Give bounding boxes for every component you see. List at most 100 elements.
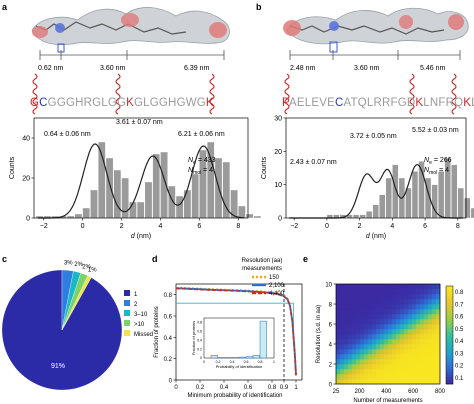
heatmap-cell <box>380 314 385 320</box>
heatmap-cell <box>388 284 393 290</box>
heatmap-cell <box>352 319 357 325</box>
distance-b-1: 2.48 nm <box>290 65 315 72</box>
heatmap-cell <box>344 289 349 295</box>
heatmap-cell <box>384 369 389 375</box>
heatmap-cell <box>392 349 397 355</box>
heatmap-cell <box>432 364 437 370</box>
legend-swatch <box>124 330 130 336</box>
heatmap-cell <box>416 309 421 315</box>
heatmap-cell <box>420 324 425 330</box>
heatmap-cell <box>372 304 377 310</box>
heatmap-cell <box>436 379 441 385</box>
heatmap-cell <box>336 349 341 355</box>
histogram-bar <box>136 201 145 219</box>
heatmap-cell <box>436 309 441 315</box>
heatmap-cell <box>356 339 361 345</box>
heatmap-cell <box>436 364 441 370</box>
plot-frame <box>335 283 441 385</box>
heatmap-cell <box>356 319 361 325</box>
molecule-b-marker <box>329 41 338 53</box>
heatmap-cell <box>344 329 349 335</box>
heatmap-cell <box>432 309 437 315</box>
heatmap-cell <box>356 299 361 305</box>
heatmap-cell <box>364 324 369 330</box>
heatmap-cell <box>356 304 361 310</box>
heatmap-cell <box>412 324 417 330</box>
heatmap-cell <box>380 319 385 325</box>
heatmap-cell <box>428 304 433 310</box>
heatmap-cell <box>376 304 381 310</box>
colorbar-cell <box>446 330 453 333</box>
heatmap-cell <box>376 369 381 375</box>
y-tick-label: 8 <box>329 303 333 309</box>
heatmap-cell <box>404 374 409 380</box>
heatmap-cell <box>428 294 433 300</box>
heatmap-cell <box>352 299 357 305</box>
heatmap-cell <box>356 334 361 340</box>
heatmap-cell <box>396 289 401 295</box>
heatmap-cell <box>424 314 429 320</box>
heatmap-cell <box>388 324 393 330</box>
sequence-segment: GLGGHGWG <box>134 97 206 109</box>
heatmap-cell <box>420 319 425 325</box>
heatmap-cell <box>432 374 437 380</box>
colorbar-cell <box>446 303 453 306</box>
heatmap-cell <box>424 334 429 340</box>
heatmap-cell <box>420 359 425 365</box>
heatmap-cell <box>416 284 421 290</box>
heatmap-cell <box>368 304 373 310</box>
heatmap-cell <box>360 349 365 355</box>
heatmap-cell <box>416 369 421 375</box>
colorbar-cell <box>446 376 453 380</box>
legend-label: Missed <box>134 332 153 338</box>
colorbar-cell <box>446 312 453 316</box>
x-tick-label: 0.6 <box>244 385 253 391</box>
heatmap-cell <box>436 284 441 290</box>
heatmap-cell <box>400 289 405 295</box>
colorbar-cell <box>446 315 453 319</box>
heatmap-cell <box>412 374 417 380</box>
heatmap-cell <box>408 299 413 305</box>
heatmap-cell <box>356 309 361 315</box>
heatmap-cell <box>380 354 385 360</box>
colorbar-cell <box>446 379 453 382</box>
heatmap-cell <box>436 324 441 330</box>
y-tick-label: 0 <box>329 383 333 389</box>
heatmap-cell <box>360 289 365 295</box>
heatmap-cell <box>376 284 381 290</box>
heatmap-cell <box>408 309 413 315</box>
heatmap-cell <box>436 369 441 375</box>
colorbar-cell <box>446 290 453 294</box>
heatmap-cell <box>356 374 361 380</box>
heatmap-cell <box>384 334 389 340</box>
inset-y-tick-label: 0.4 <box>197 338 202 342</box>
heatmap-cell <box>336 344 341 350</box>
heatmap-cell <box>336 289 341 295</box>
heatmap-cell <box>344 319 349 325</box>
heatmap-cell <box>360 304 365 310</box>
heatmap-cell <box>400 319 405 325</box>
heatmap-cell <box>376 289 381 295</box>
heatmap-cell <box>392 294 397 300</box>
heatmap-cell <box>368 369 373 375</box>
heatmap-cell <box>360 379 365 385</box>
heatmap-cell <box>400 359 405 365</box>
colorbar-cell <box>446 327 453 331</box>
heatmap-cell <box>416 299 421 305</box>
x-tick-label: 6 <box>423 223 427 230</box>
histogram-bar <box>206 141 215 219</box>
heatmap-cell <box>364 374 369 380</box>
heatmap-cell <box>368 299 373 305</box>
inset-bar <box>245 356 253 359</box>
heatmap-cell <box>372 294 377 300</box>
x-tick-label: −2 <box>40 223 48 230</box>
heatmap-cell <box>376 364 381 370</box>
heatmap-cell <box>424 329 429 335</box>
colorbar-cell <box>446 349 453 353</box>
heatmap-cell <box>384 289 389 295</box>
heatmap-cell <box>404 319 409 325</box>
heatmap-cell <box>416 304 421 310</box>
heatmap-cell <box>372 284 377 290</box>
heatmap-cell <box>400 369 405 375</box>
x-axis-label: d (nm) <box>131 233 151 240</box>
